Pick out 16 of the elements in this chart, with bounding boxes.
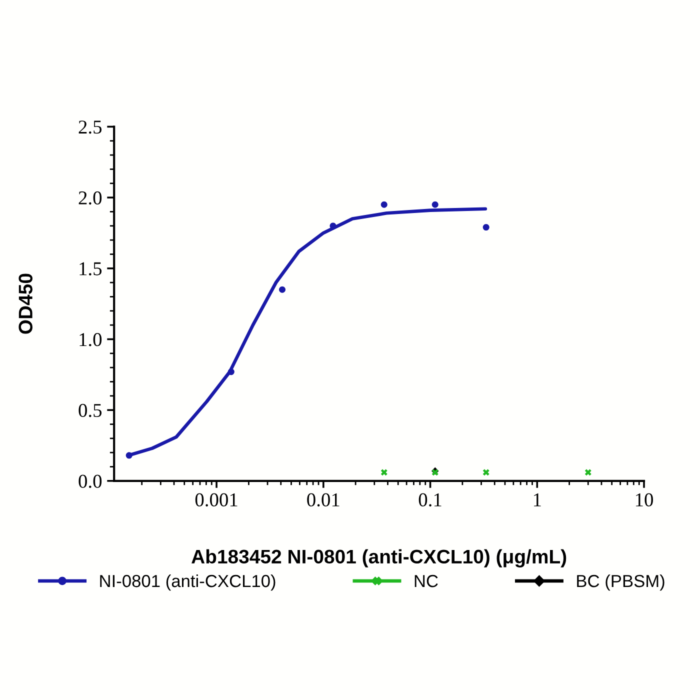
x-tick-label: 0.001 [195, 493, 238, 506]
y-axis-title: OD450 [18, 274, 32, 334]
y-tick-label: 1.5 [80, 262, 102, 276]
x-axis-title: Ab183452 NI-0801 (anti-CXCL10) (μg/mL) [192, 549, 566, 568]
y-tick-label: 0.0 [78, 474, 102, 488]
x-tick-label: 1 [534, 493, 541, 506]
y-tick-label: 1.0 [80, 333, 102, 346]
y-tick-label: 2.5 [78, 120, 102, 134]
legend-label: NI-0801 (anti-CXCL10) [100, 574, 276, 591]
x-tick-label: 0.01 [307, 493, 340, 506]
y-tick-label: 0.5 [78, 404, 102, 418]
x-tick-label: 0.1 [418, 493, 442, 506]
legend-label: BC (PBSM) [577, 574, 664, 591]
y-tick-label: 2.0 [78, 191, 102, 205]
x-tick-label: 10 [636, 493, 653, 506]
legend-label: NC [414, 574, 438, 588]
